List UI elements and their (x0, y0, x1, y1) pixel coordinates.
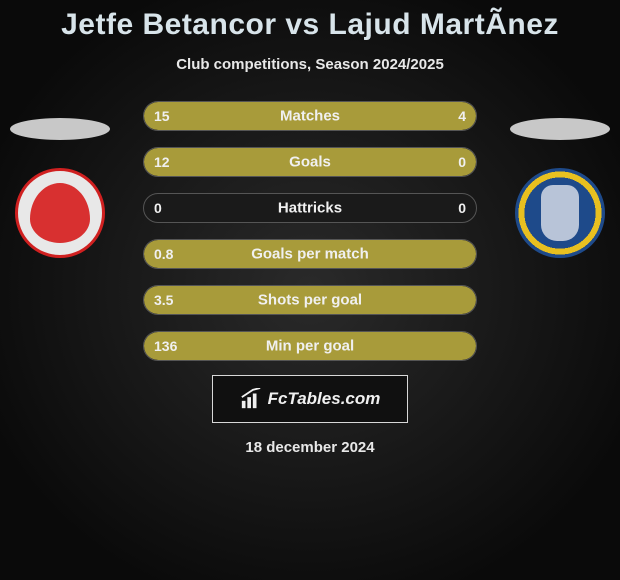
chart-icon (240, 388, 262, 410)
bar-fill (144, 286, 476, 314)
bar-fill (144, 332, 476, 360)
branding-box: FcTables.com (212, 375, 408, 423)
stat-bar: Shots per goal3.5 (143, 285, 477, 315)
stat-bar: Min per goal136 (143, 331, 477, 361)
stat-bar: Goals per match0.8 (143, 239, 477, 269)
bar-fill (144, 240, 476, 268)
stat-label: Hattricks (144, 200, 476, 217)
brand-text: FcTables.com (268, 389, 381, 409)
stat-value-right: 0 (458, 200, 466, 216)
page-title: Jetfe Betancor vs Lajud MartÃ­nez (0, 8, 620, 42)
stat-value-left: 0 (154, 200, 162, 216)
stat-bar: Hattricks0 0 (143, 193, 477, 223)
bar-fill-left (144, 102, 406, 130)
stat-bar: Matches154 (143, 101, 477, 131)
subtitle: Club competitions, Season 2024/2025 (0, 56, 620, 73)
comparison-card: Jetfe Betancor vs Lajud MartÃ­nez Club c… (0, 0, 620, 456)
stat-bars: Matches154 Goals120 Hattricks0 0 Goals per m… (0, 101, 620, 361)
date-text: 18 december 2024 (0, 439, 620, 456)
bar-fill (144, 148, 476, 176)
stat-bar: Goals120 (143, 147, 477, 177)
bar-fill-right (406, 102, 476, 130)
